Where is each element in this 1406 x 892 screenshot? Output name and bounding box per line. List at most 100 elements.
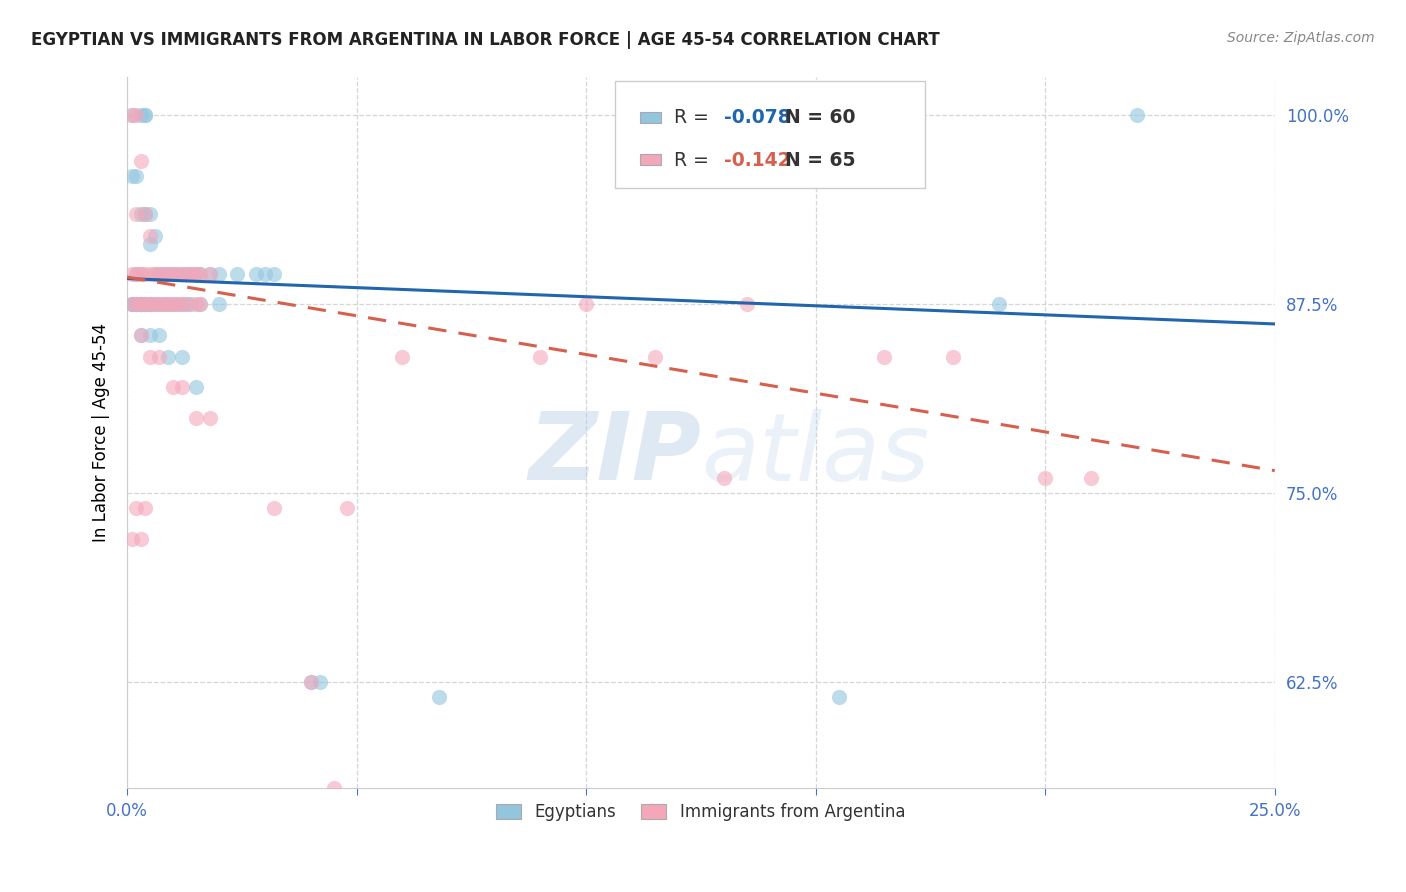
Point bbox=[129, 327, 152, 342]
Point bbox=[1080, 471, 1102, 485]
Point bbox=[208, 297, 231, 311]
Point bbox=[308, 675, 330, 690]
Point bbox=[129, 297, 152, 311]
Text: atlas: atlas bbox=[700, 409, 929, 500]
Point bbox=[226, 267, 249, 281]
Point bbox=[139, 236, 162, 251]
Point bbox=[148, 297, 170, 311]
Point bbox=[152, 267, 174, 281]
Point bbox=[198, 267, 221, 281]
Point bbox=[148, 267, 170, 281]
Point bbox=[125, 297, 148, 311]
Point bbox=[162, 297, 184, 311]
Point bbox=[322, 781, 344, 796]
Point bbox=[172, 350, 194, 364]
FancyBboxPatch shape bbox=[614, 81, 925, 187]
Point bbox=[121, 532, 143, 546]
Point bbox=[988, 297, 1011, 311]
Point bbox=[139, 267, 162, 281]
Point bbox=[125, 267, 148, 281]
Y-axis label: In Labor Force | Age 45-54: In Labor Force | Age 45-54 bbox=[93, 323, 110, 542]
Point bbox=[134, 297, 156, 311]
Point bbox=[125, 267, 148, 281]
Point bbox=[176, 267, 198, 281]
Point bbox=[125, 297, 148, 311]
Point bbox=[125, 501, 148, 516]
Point bbox=[172, 380, 194, 394]
Point bbox=[134, 206, 156, 220]
Point bbox=[162, 297, 184, 311]
Point bbox=[143, 229, 166, 244]
Point bbox=[134, 267, 156, 281]
Point bbox=[299, 675, 322, 690]
Point bbox=[942, 350, 965, 364]
Point bbox=[190, 297, 212, 311]
Text: N = 60: N = 60 bbox=[785, 108, 855, 128]
Point bbox=[121, 297, 143, 311]
Point bbox=[157, 350, 180, 364]
Text: R =: R = bbox=[675, 108, 716, 128]
Point bbox=[125, 206, 148, 220]
Point bbox=[148, 267, 170, 281]
Point bbox=[713, 471, 735, 485]
Point bbox=[134, 297, 156, 311]
Point bbox=[263, 267, 285, 281]
Point bbox=[427, 690, 450, 705]
Point bbox=[575, 297, 598, 311]
Point bbox=[148, 350, 170, 364]
Point bbox=[143, 267, 166, 281]
Point bbox=[172, 267, 194, 281]
Point bbox=[157, 267, 180, 281]
Point bbox=[139, 297, 162, 311]
Point bbox=[157, 297, 180, 311]
Point bbox=[129, 327, 152, 342]
Point bbox=[152, 297, 174, 311]
Point bbox=[166, 297, 188, 311]
Point bbox=[184, 267, 207, 281]
Point bbox=[125, 297, 148, 311]
Point bbox=[190, 267, 212, 281]
Point bbox=[873, 350, 896, 364]
Point bbox=[190, 297, 212, 311]
Point bbox=[162, 267, 184, 281]
Point bbox=[134, 297, 156, 311]
Text: ZIP: ZIP bbox=[529, 409, 700, 500]
Text: N = 65: N = 65 bbox=[785, 151, 855, 169]
Point bbox=[129, 267, 152, 281]
Point bbox=[152, 267, 174, 281]
Point bbox=[121, 267, 143, 281]
Point bbox=[143, 267, 166, 281]
Point bbox=[129, 297, 152, 311]
Point bbox=[139, 297, 162, 311]
Text: R =: R = bbox=[675, 151, 716, 169]
Point bbox=[735, 297, 758, 311]
Point bbox=[152, 297, 174, 311]
Point bbox=[166, 267, 188, 281]
Point bbox=[134, 501, 156, 516]
Point bbox=[198, 410, 221, 425]
Point bbox=[1126, 108, 1149, 122]
Point bbox=[184, 380, 207, 394]
Point bbox=[139, 206, 162, 220]
Point bbox=[245, 267, 267, 281]
Point bbox=[125, 108, 148, 122]
Point bbox=[129, 153, 152, 168]
Point bbox=[121, 297, 143, 311]
Point bbox=[208, 267, 231, 281]
Point bbox=[176, 297, 198, 311]
Point bbox=[166, 267, 188, 281]
Point bbox=[184, 297, 207, 311]
Point bbox=[121, 108, 143, 122]
Point bbox=[121, 108, 143, 122]
Point bbox=[129, 532, 152, 546]
Point bbox=[172, 267, 194, 281]
Point bbox=[172, 297, 194, 311]
Point bbox=[176, 297, 198, 311]
Point bbox=[134, 206, 156, 220]
Point bbox=[162, 267, 184, 281]
Point bbox=[336, 501, 359, 516]
Point bbox=[176, 267, 198, 281]
Point bbox=[391, 350, 413, 364]
Point bbox=[166, 297, 188, 311]
Point bbox=[644, 350, 666, 364]
